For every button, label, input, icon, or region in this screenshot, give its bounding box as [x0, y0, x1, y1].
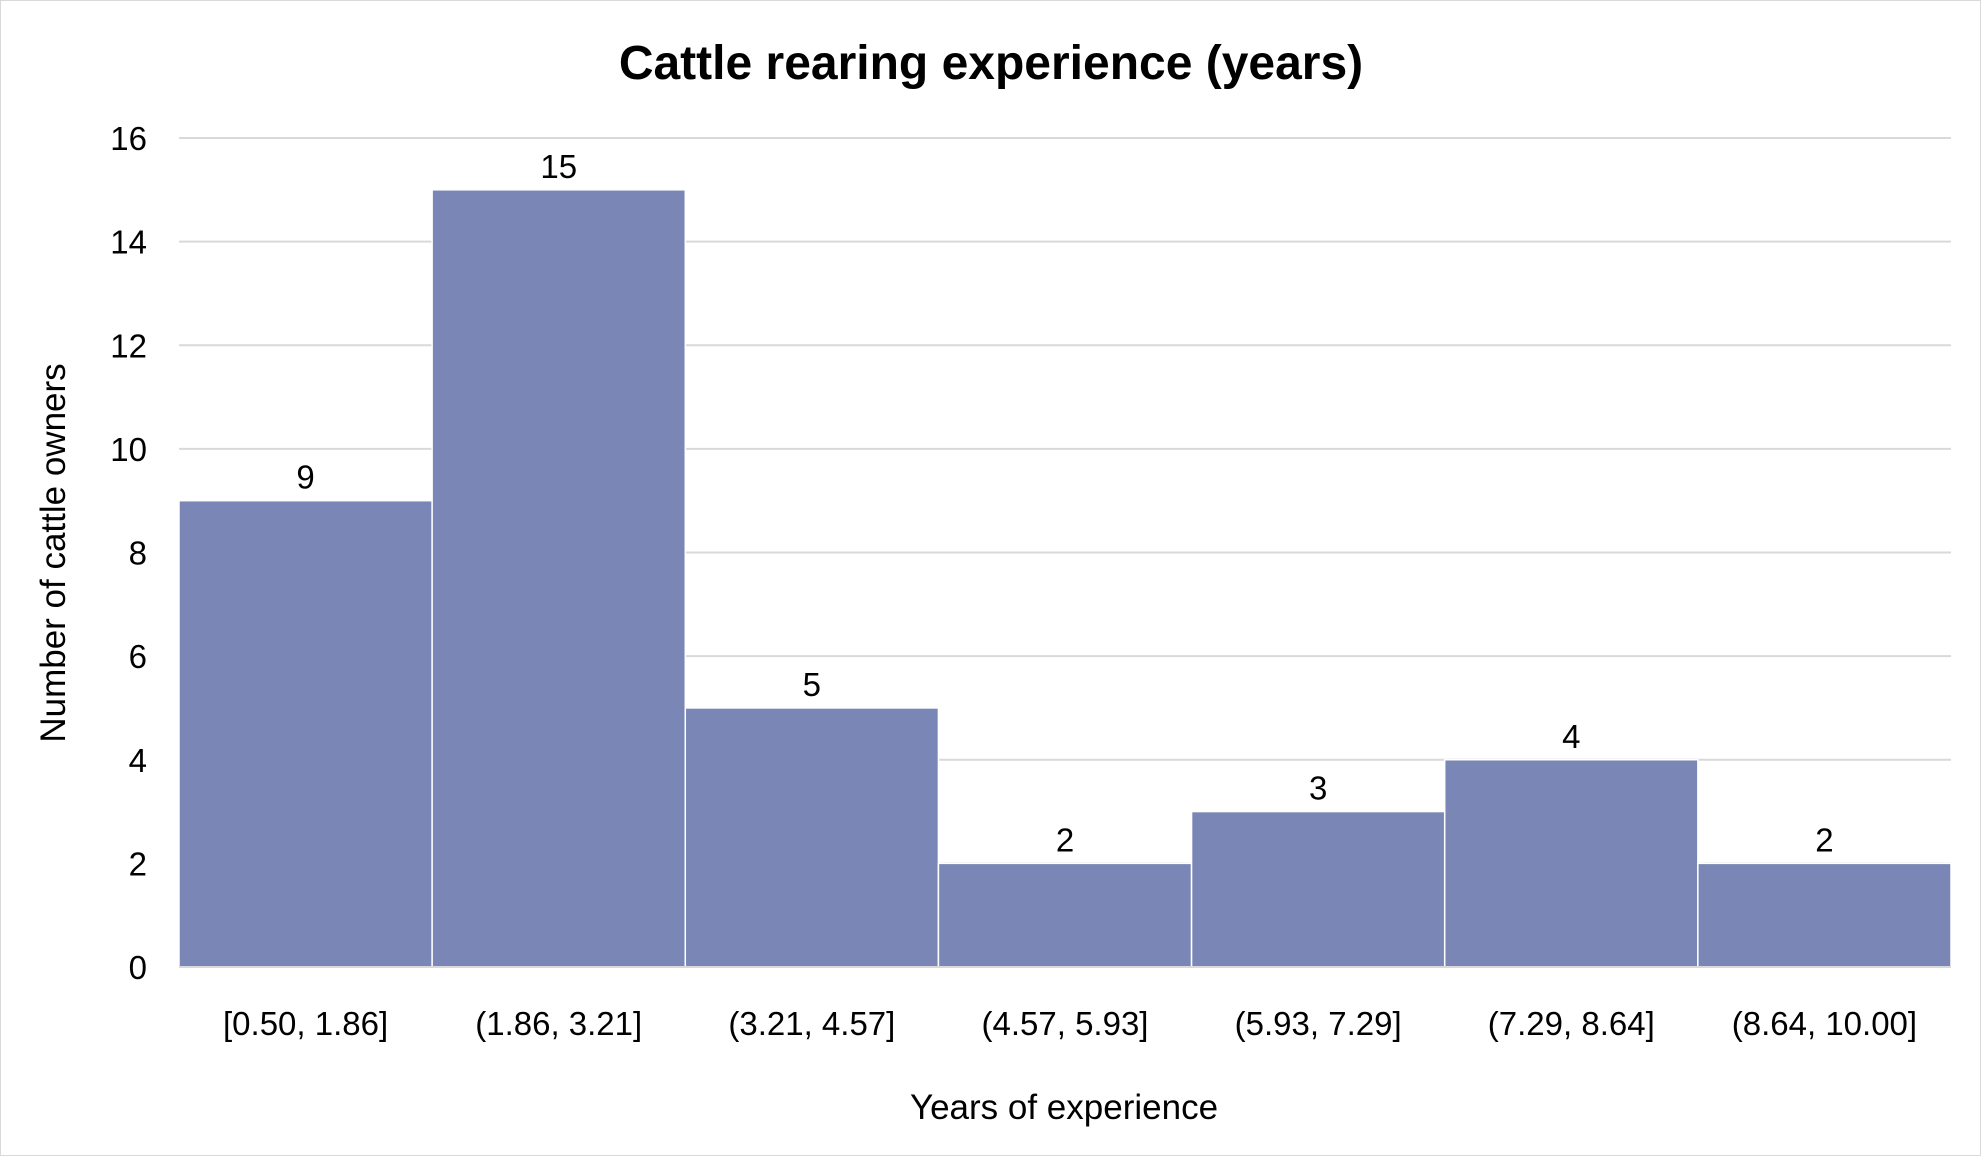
bar-data-label: 3 [1309, 770, 1327, 807]
x-tick-label: (3.21, 4.57] [728, 1005, 895, 1042]
histogram-bar [1697, 862, 1952, 968]
bars [178, 189, 1952, 968]
y-tick-label: 12 [110, 327, 147, 364]
bar-data-label: 4 [1562, 718, 1580, 755]
y-tick-label: 2 [129, 845, 147, 882]
y-tick-label: 16 [110, 120, 147, 157]
bar-data-label: 9 [296, 459, 314, 496]
y-tick-label: 10 [110, 431, 147, 468]
histogram-bar [1190, 810, 1446, 968]
histogram-bar [937, 862, 1193, 968]
y-tick-label: 6 [129, 638, 147, 675]
x-tick-label: (8.64, 10.00] [1732, 1005, 1917, 1042]
y-tick-label: 4 [129, 742, 147, 779]
bar-data-label: 5 [803, 666, 821, 703]
x-tick-label: (1.86, 3.21] [475, 1005, 642, 1042]
x-axis-title: Years of experience [910, 1088, 1218, 1127]
histogram-bar [178, 499, 433, 968]
x-tick-label: (4.57, 5.93] [982, 1005, 1149, 1042]
chart-title: Cattle rearing experience (years) [619, 37, 1363, 90]
y-axis-title: Number of cattle owners [34, 363, 73, 742]
x-tick-label: [0.50, 1.86] [223, 1005, 388, 1042]
histogram-bar [431, 189, 687, 968]
x-axis-ticks: [0.50, 1.86] (1.86, 3.21] (3.21, 4.57] (4.5… [223, 1005, 1917, 1042]
bar-data-label: 2 [1815, 821, 1833, 858]
y-tick-label: 14 [110, 224, 147, 261]
bar-data-label: 15 [540, 148, 577, 185]
bar-data-label: 2 [1056, 821, 1074, 858]
x-tick-label: (5.93, 7.29] [1235, 1005, 1402, 1042]
histogram-bar [684, 707, 940, 968]
y-axis-ticks: 0 2 4 6 8 10 12 14 16 [110, 120, 147, 986]
y-tick-label: 8 [129, 535, 147, 572]
histogram-bar [1443, 759, 1699, 968]
y-tick-label: 0 [129, 949, 147, 986]
data-labels: 9 15 5 2 3 4 2 [296, 148, 1833, 859]
x-tick-label: (7.29, 8.64] [1488, 1005, 1655, 1042]
